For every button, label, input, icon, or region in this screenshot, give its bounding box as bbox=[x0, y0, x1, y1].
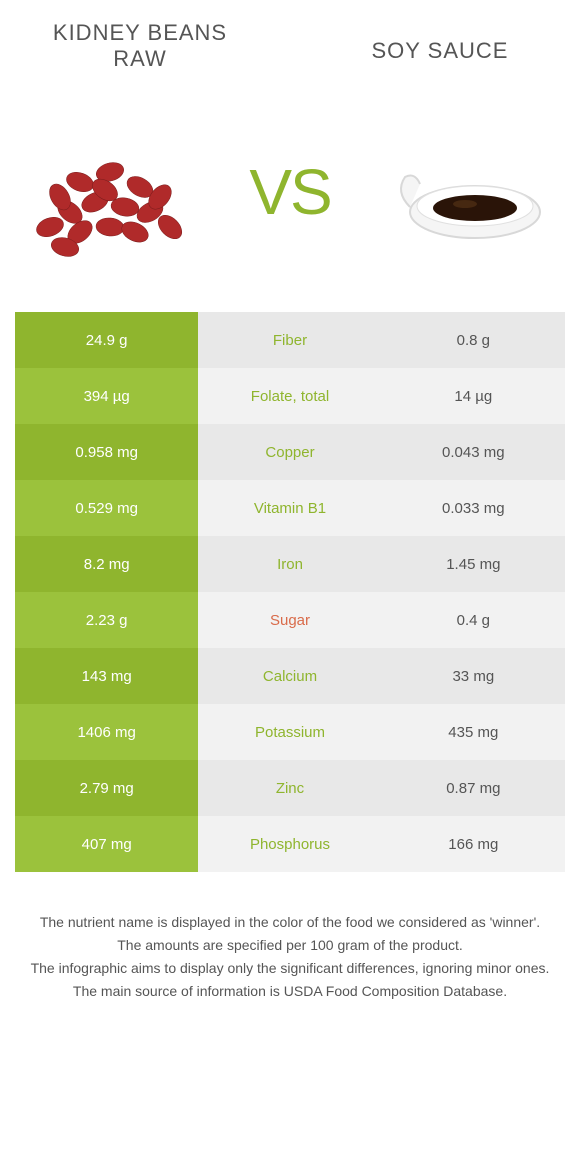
value-a: 2.23 g bbox=[15, 592, 198, 648]
table-row: 1406 mgPotassium435 mg bbox=[15, 704, 565, 760]
footer-notes: The nutrient name is displayed in the co… bbox=[0, 872, 580, 1002]
nutrient-table: 24.9 gFiber0.8 g394 µgFolate, total14 µg… bbox=[0, 312, 580, 872]
value-b: 1.45 mg bbox=[382, 536, 565, 592]
food-a-image bbox=[20, 102, 200, 282]
value-b: 166 mg bbox=[382, 816, 565, 872]
footer-line: The main source of information is USDA F… bbox=[30, 981, 550, 1002]
nutrient-name: Potassium bbox=[198, 704, 381, 760]
value-b: 14 µg bbox=[382, 368, 565, 424]
table-row: 0.958 mgCopper0.043 mg bbox=[15, 424, 565, 480]
nutrient-name: Calcium bbox=[198, 648, 381, 704]
footer-line: The nutrient name is displayed in the co… bbox=[30, 912, 550, 933]
nutrient-name: Phosphorus bbox=[198, 816, 381, 872]
nutrient-name: Folate, total bbox=[198, 368, 381, 424]
nutrient-name: Zinc bbox=[198, 760, 381, 816]
value-b: 0.8 g bbox=[382, 312, 565, 368]
value-a: 0.958 mg bbox=[15, 424, 198, 480]
food-b-title: Soy sauce bbox=[340, 38, 540, 72]
footer-line: The amounts are specified per 100 gram o… bbox=[30, 935, 550, 956]
nutrient-name: Vitamin B1 bbox=[198, 480, 381, 536]
nutrient-name: Sugar bbox=[198, 592, 381, 648]
nutrient-name: Copper bbox=[198, 424, 381, 480]
food-b-image bbox=[380, 102, 560, 282]
value-a: 1406 mg bbox=[15, 704, 198, 760]
value-b: 33 mg bbox=[382, 648, 565, 704]
value-a: 24.9 g bbox=[15, 312, 198, 368]
image-row: VS bbox=[0, 82, 580, 312]
value-b: 435 mg bbox=[382, 704, 565, 760]
nutrient-name: Fiber bbox=[198, 312, 381, 368]
header: Kidney beans raw Soy sauce bbox=[0, 0, 580, 82]
table-row: 0.529 mgVitamin B10.033 mg bbox=[15, 480, 565, 536]
table-row: 2.23 gSugar0.4 g bbox=[15, 592, 565, 648]
value-a: 394 µg bbox=[15, 368, 198, 424]
footer-line: The infographic aims to display only the… bbox=[30, 958, 550, 979]
value-b: 0.033 mg bbox=[382, 480, 565, 536]
value-a: 8.2 mg bbox=[15, 536, 198, 592]
table-row: 8.2 mgIron1.45 mg bbox=[15, 536, 565, 592]
food-a-title: Kidney beans raw bbox=[40, 20, 240, 72]
value-b: 0.87 mg bbox=[382, 760, 565, 816]
table-row: 2.79 mgZinc0.87 mg bbox=[15, 760, 565, 816]
value-a: 0.529 mg bbox=[15, 480, 198, 536]
value-b: 0.043 mg bbox=[382, 424, 565, 480]
nutrient-name: Iron bbox=[198, 536, 381, 592]
vs-label: VS bbox=[249, 155, 330, 229]
table-row: 143 mgCalcium33 mg bbox=[15, 648, 565, 704]
table-row: 24.9 gFiber0.8 g bbox=[15, 312, 565, 368]
value-b: 0.4 g bbox=[382, 592, 565, 648]
value-a: 2.79 mg bbox=[15, 760, 198, 816]
table-row: 407 mgPhosphorus166 mg bbox=[15, 816, 565, 872]
table-row: 394 µgFolate, total14 µg bbox=[15, 368, 565, 424]
value-a: 143 mg bbox=[15, 648, 198, 704]
value-a: 407 mg bbox=[15, 816, 198, 872]
